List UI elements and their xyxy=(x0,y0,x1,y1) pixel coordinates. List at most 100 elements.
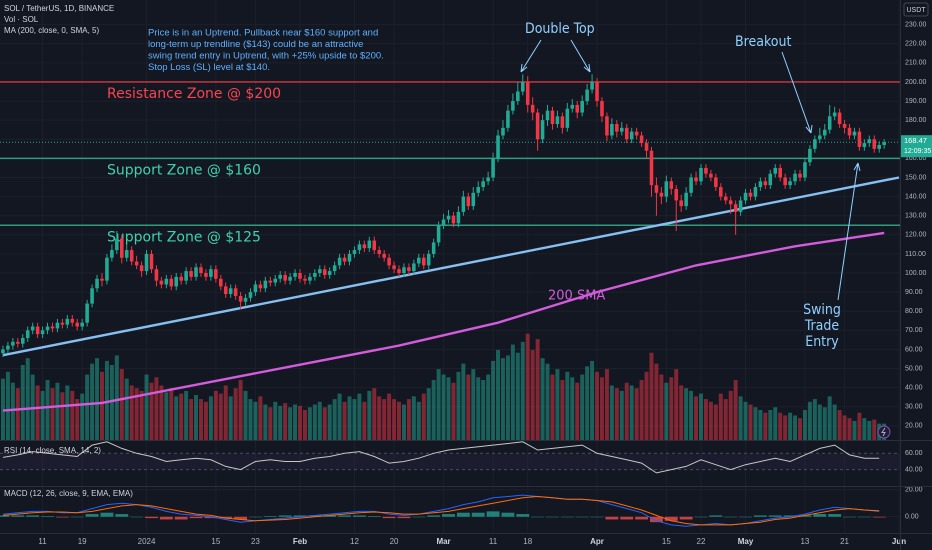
volume-bar xyxy=(768,410,773,440)
currency[interactable]: USDT xyxy=(906,7,926,14)
candle-body xyxy=(120,238,124,258)
x-tick-label: 2024 xyxy=(138,537,156,546)
candle-body xyxy=(768,173,773,186)
candle-body xyxy=(659,192,664,197)
macd-tick-label: 0.00 xyxy=(905,514,919,521)
x-tick-label: Mar xyxy=(436,537,450,546)
candle-body xyxy=(639,135,644,144)
y-tick-label: 50.00 xyxy=(905,365,923,372)
candle-body xyxy=(565,108,570,128)
volume-bar xyxy=(129,385,134,440)
candle-body xyxy=(837,112,842,124)
macd-histogram-bar xyxy=(798,515,812,517)
candle-body xyxy=(40,330,45,335)
overlays: Resistance Zone @ $200 Support Zone @ $16… xyxy=(0,81,900,412)
volume-bar xyxy=(397,401,401,440)
candle-body xyxy=(753,187,758,197)
volume-bar xyxy=(773,407,778,440)
macd-title: MACD (12, 26, close, 9, EMA, EMA) xyxy=(4,489,133,498)
macd-histogram-bar xyxy=(367,516,381,517)
volume-bar xyxy=(114,355,119,440)
volume-bar xyxy=(471,369,476,440)
candle-body xyxy=(288,276,292,281)
candle-body xyxy=(456,211,461,224)
volume-bar xyxy=(505,355,510,440)
volume-bar xyxy=(387,393,392,440)
countdown: 12:09:35 xyxy=(904,148,931,155)
candle-body xyxy=(822,129,827,136)
candle-body xyxy=(164,278,169,285)
candle-body xyxy=(209,269,213,277)
candle-body xyxy=(283,274,287,281)
alert-icon-bolt xyxy=(881,427,886,437)
volume-bar xyxy=(456,371,461,440)
volume-bar xyxy=(604,369,609,440)
volume-bar xyxy=(332,399,337,440)
volume-bar xyxy=(664,382,669,440)
candle-body xyxy=(65,318,70,325)
annotations: Price is in an Uptrend. Pullback near $1… xyxy=(148,21,861,350)
candle-body xyxy=(159,280,164,285)
macd-signal-line xyxy=(2,495,880,526)
volume-bar xyxy=(832,404,837,440)
volume-bar xyxy=(609,385,614,440)
candle-body xyxy=(471,192,476,207)
macd-histogram-bar xyxy=(85,514,99,517)
volume-bar xyxy=(728,390,733,440)
candle-body xyxy=(496,135,500,159)
candle-body xyxy=(80,322,84,327)
volume-bar xyxy=(0,378,5,440)
volume-bar xyxy=(184,390,189,440)
macd-histogram-bar xyxy=(55,516,69,518)
candle-body xyxy=(560,116,565,128)
candle-body xyxy=(25,330,30,338)
candle-body xyxy=(595,81,599,102)
candle-body xyxy=(377,250,381,254)
volume-bar xyxy=(778,412,783,440)
volume-bar xyxy=(689,390,694,440)
volume-bar xyxy=(783,415,788,440)
volume-bar xyxy=(867,420,872,440)
currency-box[interactable] xyxy=(903,2,929,17)
volume-bar xyxy=(510,344,515,440)
candle-body xyxy=(545,110,550,121)
volume-bar xyxy=(293,404,298,440)
volume-bar xyxy=(466,374,471,440)
candle-body xyxy=(303,278,307,281)
candle-body xyxy=(877,145,881,149)
candle-body xyxy=(436,225,441,243)
macd-tick-label: 20.00 xyxy=(905,487,923,494)
volume-bar xyxy=(515,352,520,440)
volume-bar xyxy=(119,369,124,440)
candle-body xyxy=(149,253,154,270)
candle-body xyxy=(862,143,867,147)
volume-bar xyxy=(283,403,288,440)
candle-body xyxy=(70,318,75,323)
macd-histogram-bar xyxy=(575,516,589,518)
candle-body xyxy=(684,192,688,207)
macd-histogram-bar xyxy=(115,514,129,517)
candle-body xyxy=(278,274,282,279)
macd-histogram-bar xyxy=(753,515,767,517)
candle-body xyxy=(506,110,510,128)
volume-bar xyxy=(763,412,768,440)
candle-body xyxy=(342,257,347,262)
trendline xyxy=(2,176,900,357)
candle-body xyxy=(575,104,580,113)
volume-bar xyxy=(278,405,283,440)
macd-histogram-bar xyxy=(70,516,84,518)
volume-bar xyxy=(179,393,184,440)
volume-bar xyxy=(827,396,832,440)
macd-histogram-bar xyxy=(709,515,723,517)
x-tick-label: 23 xyxy=(251,537,260,546)
candle-body xyxy=(6,345,10,350)
x-tick-label: 11 xyxy=(489,537,498,546)
macd-histogram-bar xyxy=(308,515,322,517)
candle-body xyxy=(461,196,466,212)
candle-body xyxy=(441,219,446,226)
volume-bar xyxy=(535,339,540,440)
volume-bar xyxy=(25,358,30,440)
y-tick-label: 120.00 xyxy=(905,232,927,239)
macd-histogram-bar xyxy=(739,516,752,518)
candle-body xyxy=(16,341,20,344)
